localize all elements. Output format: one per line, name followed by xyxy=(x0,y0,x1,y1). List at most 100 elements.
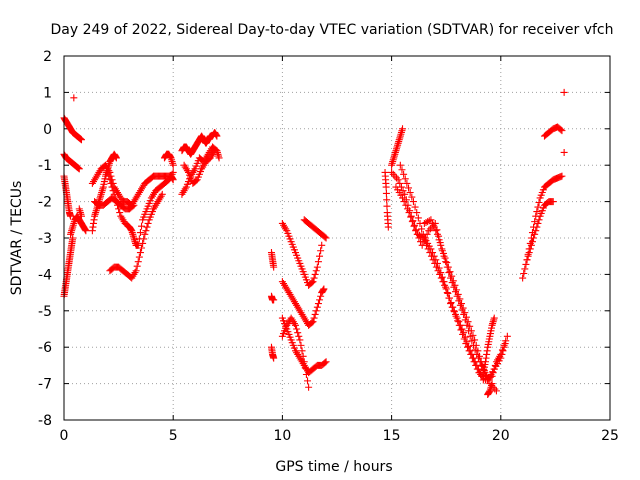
data-point-plus xyxy=(396,179,404,187)
data-point-plus xyxy=(310,314,318,322)
data-point-plus xyxy=(382,189,390,197)
data-point-plus xyxy=(169,161,177,169)
data-point-plus xyxy=(400,170,408,178)
data-point-plus xyxy=(213,132,221,140)
data-point-plus xyxy=(104,168,112,176)
data-point-plus xyxy=(134,258,142,266)
data-series-segment xyxy=(278,278,328,329)
data-point-plus xyxy=(492,387,500,395)
data-point-plus xyxy=(115,205,123,213)
data-series-segment xyxy=(60,114,85,144)
data-point-plus xyxy=(143,223,151,231)
data-point-plus xyxy=(432,227,440,235)
data-point-plus xyxy=(296,336,304,344)
data-series-segment xyxy=(420,216,500,395)
data-point-plus xyxy=(317,292,325,300)
data-series-segment xyxy=(60,234,77,300)
x-tick-label: 15 xyxy=(383,428,401,444)
data-point-plus xyxy=(462,340,470,348)
data-point-plus xyxy=(384,223,392,231)
data-point-plus xyxy=(312,307,320,315)
data-point-plus xyxy=(471,346,479,354)
data-point-plus xyxy=(473,350,481,358)
data-point-plus xyxy=(298,347,306,355)
data-point-plus xyxy=(443,263,451,271)
data-point-plus xyxy=(500,341,508,349)
data-point-plus xyxy=(317,247,325,255)
data-point-plus xyxy=(525,249,533,257)
x-tick-label: 10 xyxy=(273,428,291,444)
data-point-plus xyxy=(403,205,411,213)
data-point-plus xyxy=(521,265,529,273)
data-series-segment xyxy=(267,292,278,304)
data-point-plus xyxy=(133,262,141,270)
data-point-plus xyxy=(519,274,527,282)
data-point-plus xyxy=(129,202,137,210)
data-series-segment xyxy=(278,314,313,391)
data-point-plus xyxy=(295,332,303,340)
data-point-plus xyxy=(483,372,491,380)
data-point-plus xyxy=(439,278,447,286)
data-point-plus xyxy=(484,376,492,384)
data-point-plus xyxy=(465,347,473,355)
data-point-plus xyxy=(535,199,543,207)
data-point-plus xyxy=(520,269,528,277)
data-point-plus xyxy=(292,321,300,329)
data-point-plus xyxy=(442,285,450,293)
data-point-plus xyxy=(446,268,454,276)
data-point-plus xyxy=(399,187,407,195)
data-point-plus xyxy=(535,216,543,224)
data-point-plus xyxy=(401,190,409,198)
data-point-plus xyxy=(458,306,466,314)
y-axis-label: SDTVAR / TECUs xyxy=(9,181,25,296)
data-point-plus xyxy=(447,274,455,282)
data-point-plus xyxy=(474,354,482,362)
data-point-plus xyxy=(399,194,407,202)
data-point-plus xyxy=(141,230,149,238)
data-point-plus xyxy=(318,241,326,249)
data-point-plus xyxy=(411,203,419,211)
data-point-plus xyxy=(322,358,330,366)
data-point-plus xyxy=(300,358,308,366)
data-point-plus xyxy=(437,274,445,282)
data-point-plus xyxy=(389,170,397,178)
data-point-plus xyxy=(320,285,328,293)
data-point-plus xyxy=(533,208,541,216)
data-point-plus xyxy=(530,234,538,242)
data-point-plus xyxy=(382,183,390,191)
data-point-plus xyxy=(534,219,542,227)
data-point-plus xyxy=(423,241,431,249)
data-point-plus xyxy=(409,198,417,206)
data-series-segment xyxy=(178,128,221,158)
data-point-plus xyxy=(414,214,422,222)
data-series-segment xyxy=(484,380,496,399)
y-tick-label: -8 xyxy=(38,413,52,429)
data-point-plus xyxy=(82,227,90,235)
data-point-plus xyxy=(433,230,441,238)
data-point-plus xyxy=(447,299,455,307)
data-point-plus xyxy=(116,209,124,217)
data-point-plus xyxy=(463,343,471,351)
data-point-plus xyxy=(426,249,434,257)
data-point-plus xyxy=(305,383,313,391)
data-points xyxy=(60,88,568,399)
data-point-plus xyxy=(316,252,324,260)
data-series-segment xyxy=(540,123,566,140)
data-point-plus xyxy=(460,335,468,343)
data-point-plus xyxy=(427,216,435,224)
data-point-plus xyxy=(522,260,530,268)
data-point-plus xyxy=(438,247,446,255)
data-point-plus xyxy=(294,329,302,337)
data-point-plus xyxy=(427,252,435,260)
data-point-plus xyxy=(67,212,75,220)
data-series-segment xyxy=(300,216,330,242)
data-point-plus xyxy=(211,147,219,155)
y-tick-label: -4 xyxy=(38,267,52,283)
data-series-segment xyxy=(75,205,85,220)
data-point-plus xyxy=(429,256,437,264)
data-point-plus xyxy=(526,245,534,253)
data-point-plus xyxy=(421,236,429,244)
data-point-plus xyxy=(405,184,413,192)
data-point-plus xyxy=(158,190,166,198)
data-point-plus xyxy=(528,238,536,246)
